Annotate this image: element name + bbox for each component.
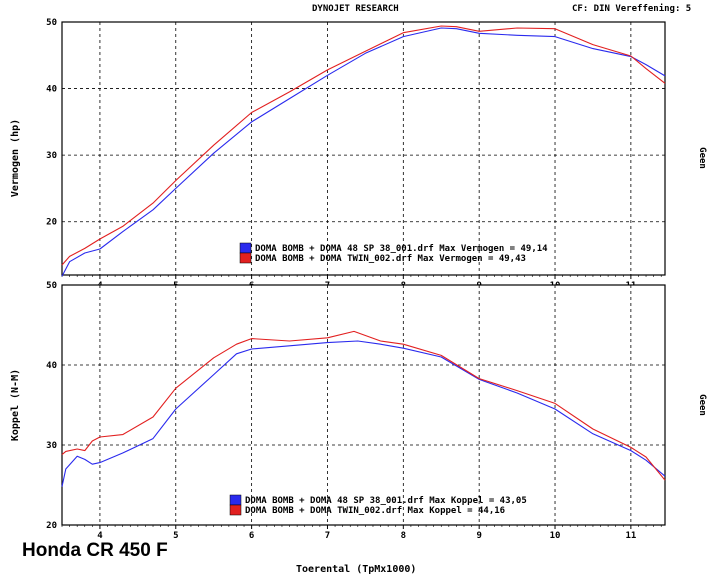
y-tick-label: 40 <box>46 361 57 371</box>
y-tick-label: 50 <box>46 18 57 28</box>
chart-panel-1: 456789101120304050Vermogen (hp)GeenDOMA … <box>10 18 707 291</box>
x-tick-label: 7 <box>325 531 330 541</box>
bike-caption: Honda CR 450 F <box>22 540 168 561</box>
legend-entry-1: DOMA BOMB + DOMA 48 SP 38_001.drf Max Ko… <box>245 496 527 506</box>
series-line-1 <box>61 340 666 487</box>
y-tick-label: 30 <box>46 441 57 451</box>
y-tick-label: 50 <box>46 281 57 291</box>
series-line-2 <box>61 330 666 481</box>
series-line-2 <box>61 25 666 266</box>
y-tick-label: 20 <box>46 218 57 228</box>
x-tick-label: 10 <box>550 531 561 541</box>
legend-swatch-1 <box>229 494 242 506</box>
x-axis-label: Toerental (TpMx1000) <box>296 564 417 575</box>
plot-frame <box>61 21 666 276</box>
legend-entry-1: DOMA BOMB + DOMA 48 SP 38_001.drf Max Ve… <box>255 244 548 254</box>
legend-entry-2: DOMA BOMB + DOMA TWIN_002.drf Max Koppel… <box>245 506 505 516</box>
series-line-1 <box>61 27 666 277</box>
legend-entry-2: DOMA BOMB + DOMA TWIN_002.drf Max Vermog… <box>255 254 526 264</box>
chart-panel-2: 4 5 6 7 8 9 10 11 20 30 40 50 Koppel (N-M) Geen DOMA B… <box>10 281 707 541</box>
legend-swatch-1 <box>239 242 252 254</box>
y-tick-label: 20 <box>46 521 57 531</box>
legend-swatch-2 <box>229 504 242 516</box>
x-tick-label: 11 <box>625 531 636 541</box>
x-tick-label: 5 <box>173 531 178 541</box>
header-title: DYNOJET RESEARCH <box>312 4 399 14</box>
legend-swatch-2 <box>239 252 252 264</box>
plot-frame <box>61 284 666 526</box>
x-tick-label: 9 <box>476 531 481 541</box>
y-axis-label: Koppel (N-M) <box>10 369 21 441</box>
right-side-label: Geen <box>697 394 707 416</box>
y-tick-label: 30 <box>46 151 57 161</box>
x-tick-label: 8 <box>401 531 406 541</box>
right-side-label: Geen <box>697 147 707 169</box>
y-tick-label: 40 <box>46 85 57 95</box>
header-cf-info: CF: DIN Vereffening: 5 <box>572 4 692 14</box>
y-axis-label: Vermogen (hp) <box>10 119 21 197</box>
x-tick-label: 4 <box>97 531 103 541</box>
x-tick-label: 6 <box>249 531 254 541</box>
